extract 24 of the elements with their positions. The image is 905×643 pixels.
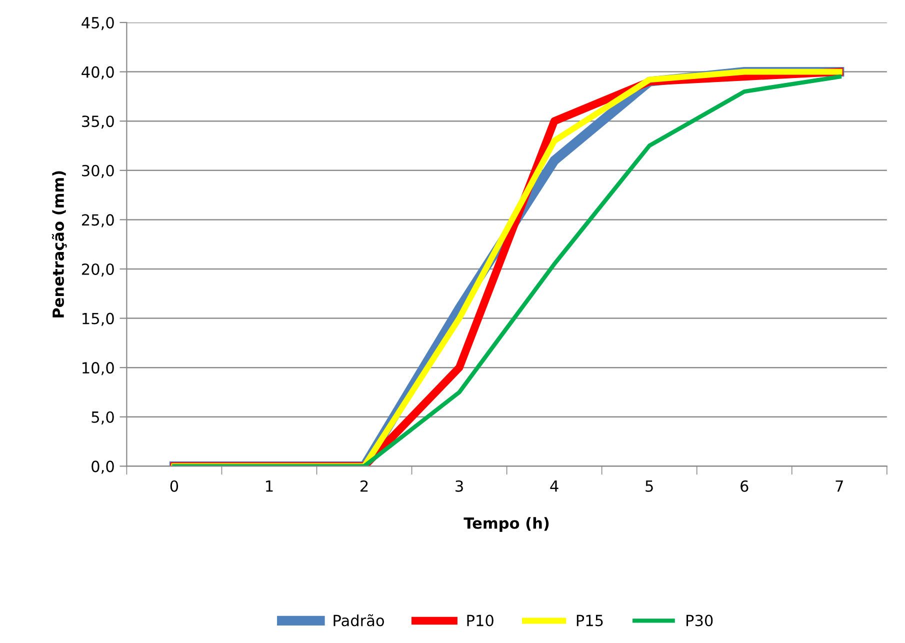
legend-label: Padrão bbox=[334, 614, 384, 626]
y-tick-label: 25,0 bbox=[82, 214, 114, 228]
y-tick-label: 35,0 bbox=[82, 116, 114, 129]
y-tick-label: 20,0 bbox=[82, 263, 114, 277]
y-tick-label: 45,0 bbox=[82, 16, 114, 30]
y-tick-label: 10,0 bbox=[82, 362, 114, 376]
x-tick-label: 3 bbox=[456, 480, 463, 492]
y-axis-title: Penetração (mm) bbox=[52, 171, 67, 318]
legend-label: P10 bbox=[467, 614, 494, 626]
x-tick-label: 6 bbox=[740, 480, 748, 492]
x-tick-label: 5 bbox=[646, 480, 653, 492]
legend-label: P30 bbox=[686, 614, 713, 626]
y-tick-label: 30,0 bbox=[82, 164, 114, 178]
x-tick-label: 1 bbox=[266, 480, 273, 492]
y-tick-label: 5,0 bbox=[92, 411, 114, 424]
x-axis-title: Tempo (h) bbox=[464, 517, 549, 532]
x-tick-label: 7 bbox=[836, 480, 843, 492]
x-tick-label: 4 bbox=[550, 480, 558, 492]
x-tick-label: 2 bbox=[360, 480, 368, 492]
x-tick-label: 0 bbox=[170, 480, 178, 492]
y-tick-label: 15,0 bbox=[82, 312, 114, 326]
y-tick-label: 0,0 bbox=[92, 460, 114, 474]
legend-label: P15 bbox=[576, 614, 603, 626]
y-tick-label: 40,0 bbox=[82, 66, 114, 80]
